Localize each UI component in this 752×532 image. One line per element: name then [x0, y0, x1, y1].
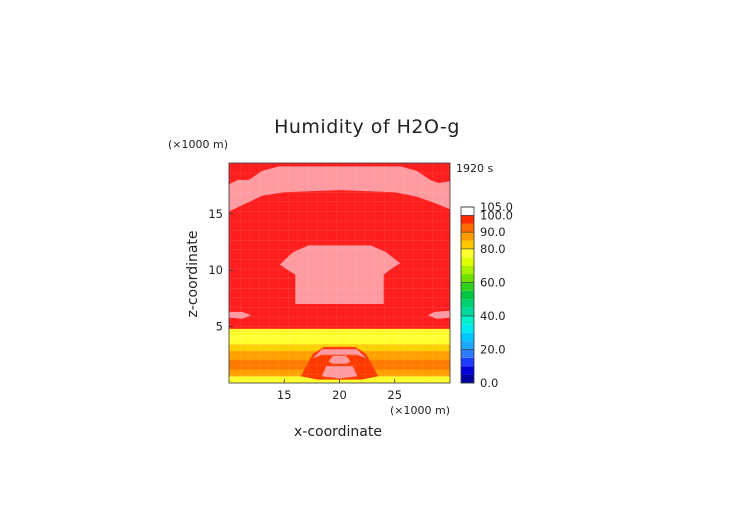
colorbar-segment	[461, 315, 474, 325]
colorbar-segment	[461, 223, 474, 233]
colorbar-segment	[461, 207, 474, 216]
colorbar-segment	[461, 357, 474, 367]
colorbar-segment	[461, 341, 474, 350]
colorbar-segment	[461, 299, 474, 308]
colorbar-label: 80.0	[480, 242, 506, 256]
x-tick-label: 15	[277, 388, 292, 402]
colorbar-segment	[461, 257, 474, 266]
y-tick-label: 15	[208, 207, 223, 221]
z-unit-label: (×1000 m)	[168, 138, 228, 151]
plot-area	[229, 163, 450, 383]
colorbar-label: 90.0	[480, 225, 506, 239]
chart-title: Humidity of H2O-g	[274, 116, 460, 138]
colorbar-segment	[461, 282, 474, 291]
y-tick-label: 10	[208, 263, 223, 277]
colorbar-label: 0.0	[480, 376, 498, 390]
colorbar-label: 100.0	[480, 208, 513, 222]
colorbar-segment	[461, 215, 474, 224]
colorbar-label: 40.0	[480, 309, 506, 323]
colorbar-label: 105.0	[480, 200, 513, 214]
y-axis-label: z-coordinate	[185, 230, 201, 317]
grid-overlay	[229, 163, 450, 383]
colorbar-segment	[461, 307, 474, 316]
colorbar-segment	[461, 349, 474, 358]
x-tick-label: 20	[332, 388, 347, 402]
x-unit-label: (×1000 m)	[390, 404, 450, 417]
colorbar-segment	[461, 290, 474, 300]
y-tick-label: 5	[216, 320, 223, 334]
colorbar-segment	[461, 240, 474, 249]
colorbar-segment	[461, 265, 474, 275]
colorbar-label: 60.0	[480, 275, 506, 289]
colorbar-label: 20.0	[480, 342, 506, 356]
x-axis-ticks: 15 20 25	[277, 379, 402, 402]
colorbar-segment	[461, 274, 474, 283]
x-axis-label: x-coordinate	[294, 424, 382, 440]
colorbar-segment	[461, 324, 474, 333]
colorbar-segment	[461, 232, 474, 241]
time-label: 1920 s	[456, 162, 493, 175]
y-axis-ticks: 5 10 15	[208, 207, 233, 334]
colorbar-segment	[461, 332, 474, 342]
colorbar-segment	[461, 374, 474, 383]
colorbar-segment	[461, 366, 474, 375]
x-tick-label: 25	[387, 388, 402, 402]
colorbar-segment	[461, 248, 474, 258]
